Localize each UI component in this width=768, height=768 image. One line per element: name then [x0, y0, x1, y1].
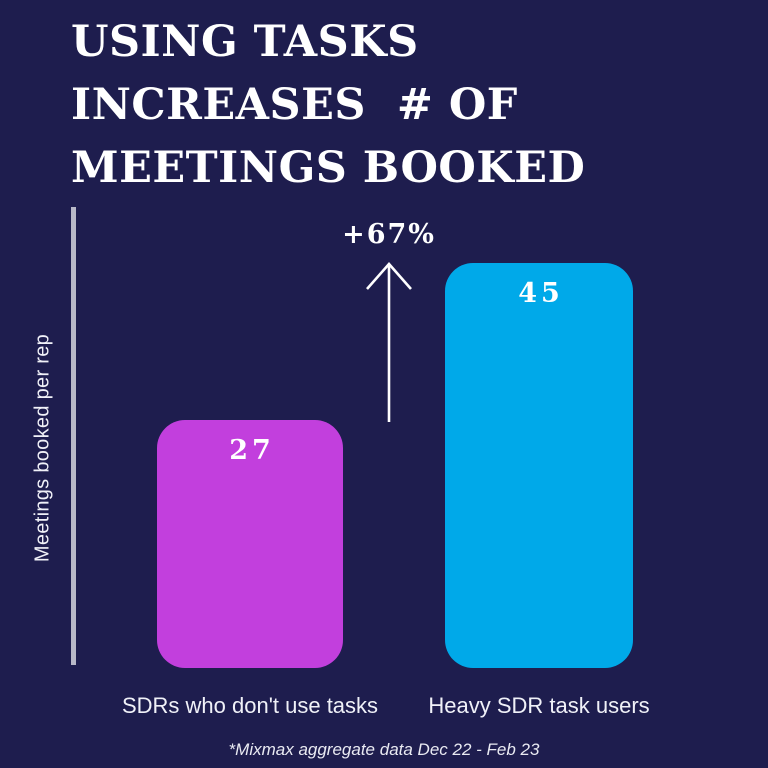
chart-title: USING TASKS INCREASES # OF MEETINGS BOOK… [71, 11, 585, 200]
chart-title-line-2: INCREASES # OF [71, 80, 518, 130]
bar-value-task-users: 45 [518, 278, 564, 309]
category-label-no-tasks: SDRs who don't use tasks [121, 693, 379, 718]
increase-arrow-icon [366, 262, 412, 422]
bar-heavy-task-users: 45 [445, 263, 633, 668]
y-axis-line [71, 207, 76, 665]
chart-title-line-1: USING TASKS [71, 17, 419, 67]
bar-sdrs-no-tasks: 27 [157, 420, 343, 668]
percent-increase-label: +67% [342, 219, 436, 250]
chart-title-line-3: MEETINGS BOOKED [71, 143, 586, 193]
bar-value-no-tasks: 27 [229, 435, 275, 466]
source-footnote: *Mixmax aggregate data Dec 22 - Feb 23 [228, 740, 540, 759]
category-label-task-users: Heavy SDR task users [428, 693, 650, 718]
y-axis-label: Meetings booked per rep [31, 333, 54, 563]
